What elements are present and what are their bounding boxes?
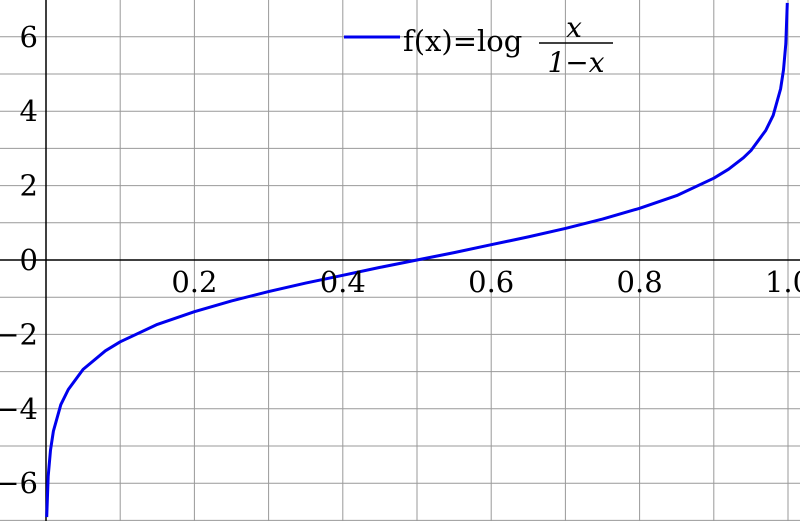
series-layer [45,2,789,518]
legend-denominator: 1−x [547,46,604,79]
y-tick-label: −4 [0,392,38,426]
y-tick-label: −2 [0,317,38,351]
y-tick-label: −6 [0,466,38,500]
x-tick-label: 0.2 [171,265,217,299]
legend-lhs: f(x)=log [403,24,522,58]
y-tick-label: 0 [20,243,38,277]
y-tick-label: 6 [20,20,38,54]
legend: f(x)=log x 1−x [344,11,613,79]
x-tick-label: 0.4 [320,265,366,299]
x-tick-label: 1.0 [765,265,800,299]
tick-labels: 0.2 0.4 0.6 0.8 1.0 −6 −4 −2 0 2 4 6 [0,20,800,500]
y-tick-label: 2 [20,169,38,203]
x-tick-label: 0.6 [468,265,514,299]
x-tick-label: 0.8 [617,265,663,299]
legend-numerator: x [566,11,582,44]
y-tick-label: 4 [20,94,38,128]
series-line [45,2,789,518]
